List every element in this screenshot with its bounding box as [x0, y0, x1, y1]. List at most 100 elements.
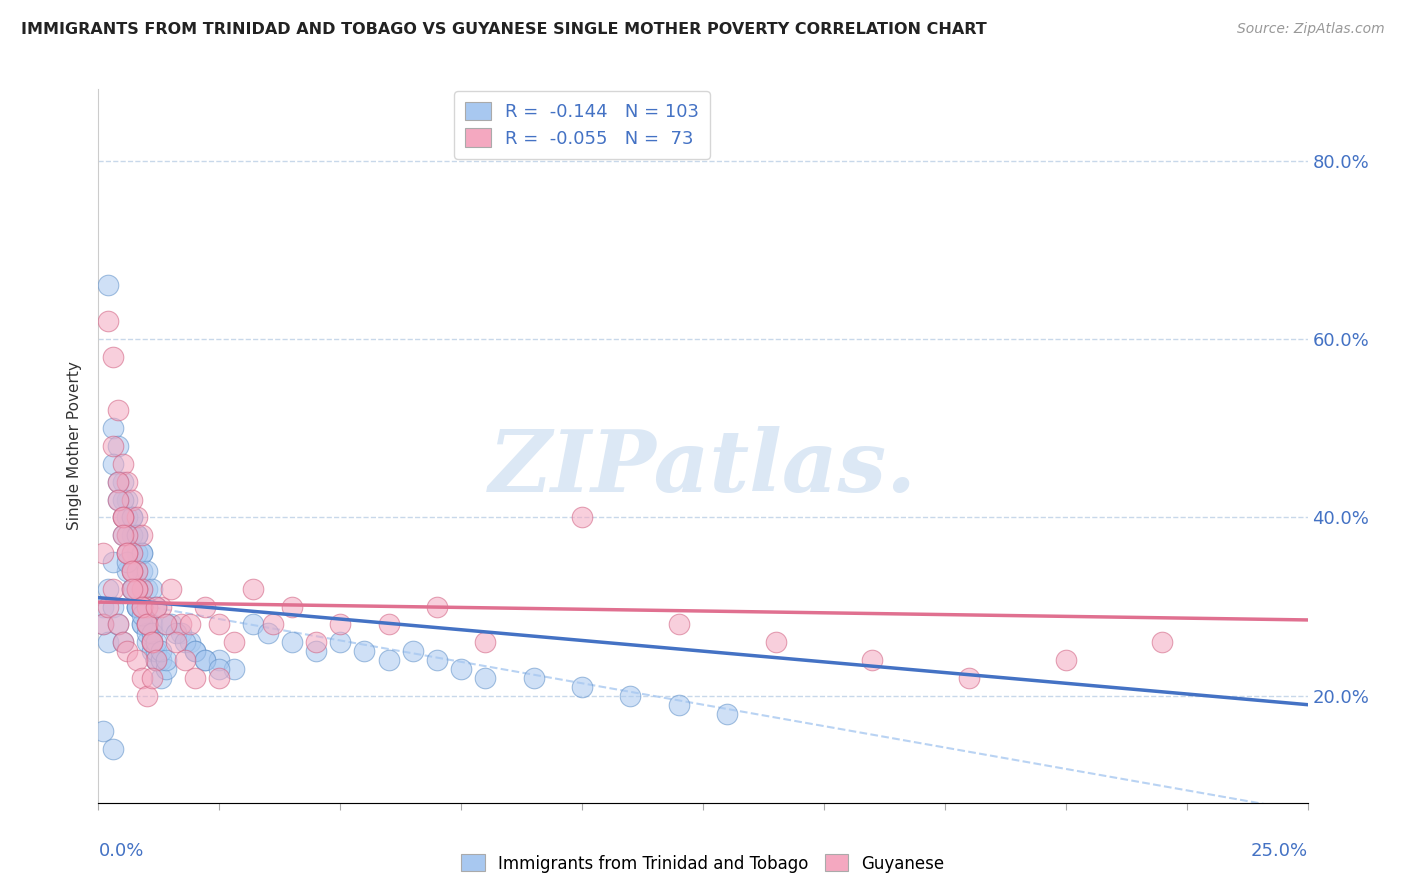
- Point: [107, 492, 129, 507]
- Point: [117, 546, 139, 560]
- Point: [121, 528, 143, 542]
- Point: [860, 653, 883, 667]
- Point: [117, 528, 139, 542]
- Point: [107, 617, 129, 632]
- Point: [111, 510, 134, 524]
- Legend: R =  -0.144   N = 103, R =  -0.055   N =  73: R = -0.144 N = 103, R = -0.055 N = 73: [454, 91, 710, 159]
- Point: [155, 617, 177, 632]
- Point: [194, 653, 217, 667]
- Point: [179, 635, 201, 649]
- Point: [97, 599, 120, 614]
- Point: [101, 350, 124, 364]
- Point: [131, 599, 153, 614]
- Point: [135, 599, 157, 614]
- Point: [127, 510, 149, 524]
- Point: [256, 626, 278, 640]
- Point: [127, 582, 149, 596]
- Point: [474, 635, 496, 649]
- Point: [127, 546, 149, 560]
- Point: [305, 644, 328, 658]
- Point: [101, 457, 124, 471]
- Point: [145, 644, 167, 658]
- Legend: Immigrants from Trinidad and Tobago, Guyanese: Immigrants from Trinidad and Tobago, Guy…: [454, 847, 952, 880]
- Point: [121, 564, 143, 578]
- Point: [150, 671, 173, 685]
- Point: [131, 582, 153, 596]
- Point: [165, 635, 187, 649]
- Point: [107, 475, 129, 489]
- Point: [117, 546, 139, 560]
- Point: [135, 599, 157, 614]
- Point: [121, 492, 143, 507]
- Point: [957, 671, 980, 685]
- Point: [668, 698, 690, 712]
- Point: [107, 475, 129, 489]
- Point: [111, 528, 134, 542]
- Point: [135, 617, 157, 632]
- Point: [450, 662, 472, 676]
- Point: [135, 582, 157, 596]
- Point: [145, 599, 167, 614]
- Point: [117, 564, 139, 578]
- Point: [155, 617, 177, 632]
- Point: [571, 680, 593, 694]
- Point: [141, 582, 163, 596]
- Point: [131, 671, 153, 685]
- Point: [91, 599, 114, 614]
- Point: [131, 546, 153, 560]
- Point: [242, 582, 264, 596]
- Point: [174, 635, 197, 649]
- Point: [127, 528, 149, 542]
- Point: [131, 546, 153, 560]
- Point: [135, 626, 157, 640]
- Point: [127, 653, 149, 667]
- Point: [329, 617, 352, 632]
- Point: [127, 599, 149, 614]
- Point: [716, 706, 738, 721]
- Point: [165, 626, 187, 640]
- Text: ZIPatlas.: ZIPatlas.: [489, 425, 917, 509]
- Point: [127, 582, 149, 596]
- Point: [222, 662, 245, 676]
- Point: [169, 617, 191, 632]
- Point: [160, 617, 183, 632]
- Point: [121, 564, 143, 578]
- Text: 25.0%: 25.0%: [1250, 842, 1308, 860]
- Point: [131, 564, 153, 578]
- Point: [208, 653, 231, 667]
- Point: [194, 599, 217, 614]
- Point: [619, 689, 641, 703]
- Point: [107, 439, 129, 453]
- Point: [145, 599, 167, 614]
- Point: [150, 599, 173, 614]
- Point: [91, 724, 114, 739]
- Point: [101, 742, 124, 756]
- Point: [305, 635, 328, 649]
- Point: [135, 617, 157, 632]
- Point: [281, 599, 304, 614]
- Point: [127, 528, 149, 542]
- Point: [121, 564, 143, 578]
- Point: [131, 608, 153, 623]
- Point: [222, 635, 245, 649]
- Point: [117, 546, 139, 560]
- Point: [145, 653, 167, 667]
- Point: [155, 653, 177, 667]
- Point: [121, 582, 143, 596]
- Point: [141, 635, 163, 649]
- Point: [184, 644, 207, 658]
- Point: [121, 582, 143, 596]
- Point: [121, 510, 143, 524]
- Point: [135, 617, 157, 632]
- Point: [765, 635, 787, 649]
- Point: [426, 653, 449, 667]
- Point: [101, 555, 124, 569]
- Point: [135, 635, 157, 649]
- Point: [141, 635, 163, 649]
- Point: [111, 510, 134, 524]
- Point: [169, 626, 191, 640]
- Point: [145, 653, 167, 667]
- Point: [131, 582, 153, 596]
- Point: [111, 528, 134, 542]
- Point: [117, 475, 139, 489]
